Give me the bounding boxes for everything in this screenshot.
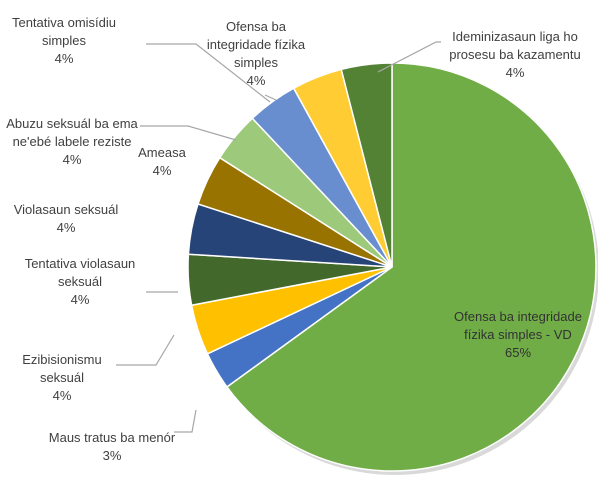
- leader-line: [174, 409, 197, 433]
- leader-line: [146, 43, 271, 103]
- data-label: Violasaun seksuál 4%: [0, 201, 136, 237]
- value-label: 65%: [504, 345, 532, 360]
- value-label: 4%: [62, 152, 82, 167]
- category-label: Tentativa omisídiu simples: [11, 15, 117, 48]
- category-label: Violasaun seksuál: [13, 202, 119, 217]
- leader-line: [264, 94, 277, 101]
- category-label: Ofensa ba integridade fízika simples - V…: [454, 309, 582, 342]
- category-label: Maus tratus ba menór: [48, 430, 176, 445]
- data-label: Ameasa 4%: [127, 144, 197, 180]
- category-label: Abuzu seksuál ba ema ne'ebé labele rezis…: [6, 116, 138, 149]
- value-label: 4%: [70, 292, 90, 307]
- leader-line: [116, 334, 175, 366]
- pie-slice: [225, 62, 597, 472]
- value-label: 4%: [505, 65, 525, 80]
- category-label: Ideminizasaun liga ho prosesu ba kazamen…: [449, 29, 581, 62]
- data-label: Maus tratus ba menór 3%: [47, 429, 177, 465]
- leader-line: [140, 125, 237, 141]
- pie-slice: [340, 62, 393, 268]
- value-label: 4%: [246, 73, 266, 88]
- leader-line: [377, 41, 441, 73]
- data-label: Abuzu seksuál ba ema ne'ebé labele rezis…: [2, 115, 142, 169]
- value-label: 4%: [152, 163, 172, 178]
- data-label: Tentativa violasaun seksuál 4%: [5, 255, 155, 309]
- category-label: Ameasa: [138, 145, 186, 160]
- category-label: Ofensa ba integridade fízika simples: [206, 19, 306, 70]
- category-label: Tentativa violasaun seksuál: [24, 256, 136, 289]
- category-label: Ezibisionismu seksuál: [22, 352, 102, 385]
- value-label: 4%: [54, 51, 74, 66]
- value-label: 4%: [52, 388, 72, 403]
- data-label: Ideminizasaun liga ho prosesu ba kazamen…: [435, 28, 595, 82]
- data-label: Ofensa ba integridade fízika simples - V…: [438, 308, 598, 362]
- value-label: 4%: [56, 220, 76, 235]
- value-label: 3%: [102, 448, 122, 463]
- data-label: Ezibisionismu seksuál 4%: [7, 351, 117, 405]
- data-label: Tentativa omisídiu simples 4%: [0, 14, 134, 68]
- data-label: Ofensa ba integridade fízika simples 4%: [201, 18, 311, 90]
